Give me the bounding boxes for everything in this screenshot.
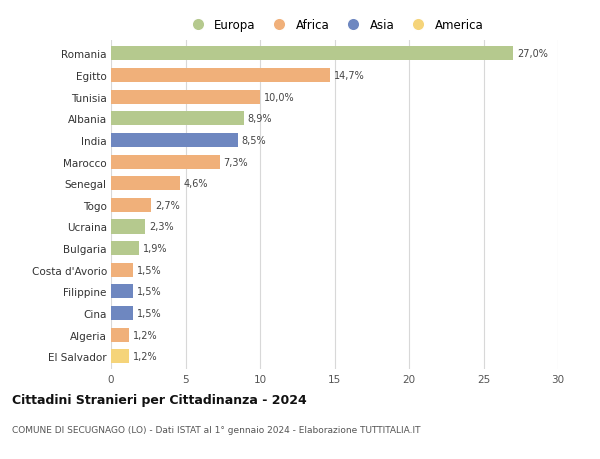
Bar: [111, 198, 151, 213]
Text: 8,5%: 8,5%: [241, 136, 266, 146]
Text: 8,9%: 8,9%: [247, 114, 272, 124]
Bar: [111, 328, 129, 342]
Text: 1,5%: 1,5%: [137, 287, 162, 297]
Text: 10,0%: 10,0%: [264, 92, 295, 102]
Text: 1,2%: 1,2%: [133, 330, 157, 340]
Legend: Europa, Africa, Asia, America: Europa, Africa, Asia, America: [186, 19, 483, 32]
Bar: [111, 155, 220, 169]
Bar: [111, 241, 139, 256]
Bar: [111, 263, 133, 277]
Text: 4,6%: 4,6%: [183, 179, 208, 189]
Text: 1,2%: 1,2%: [133, 352, 157, 362]
Bar: [111, 349, 129, 364]
Text: 2,7%: 2,7%: [155, 201, 180, 210]
Text: Cittadini Stranieri per Cittadinanza - 2024: Cittadini Stranieri per Cittadinanza - 2…: [12, 393, 307, 406]
Text: 7,3%: 7,3%: [223, 157, 248, 167]
Text: 27,0%: 27,0%: [517, 49, 548, 59]
Bar: [111, 47, 514, 62]
Text: 1,9%: 1,9%: [143, 244, 167, 253]
Bar: [111, 285, 133, 299]
Text: 1,5%: 1,5%: [137, 308, 162, 319]
Text: 2,3%: 2,3%: [149, 222, 173, 232]
Text: 1,5%: 1,5%: [137, 265, 162, 275]
Bar: [111, 134, 238, 148]
Bar: [111, 112, 244, 126]
Bar: [111, 90, 260, 105]
Text: COMUNE DI SECUGNAGO (LO) - Dati ISTAT al 1° gennaio 2024 - Elaborazione TUTTITAL: COMUNE DI SECUGNAGO (LO) - Dati ISTAT al…: [12, 425, 421, 434]
Bar: [111, 69, 330, 83]
Text: 14,7%: 14,7%: [334, 71, 365, 81]
Bar: [111, 177, 179, 191]
Bar: [111, 220, 145, 234]
Bar: [111, 306, 133, 320]
